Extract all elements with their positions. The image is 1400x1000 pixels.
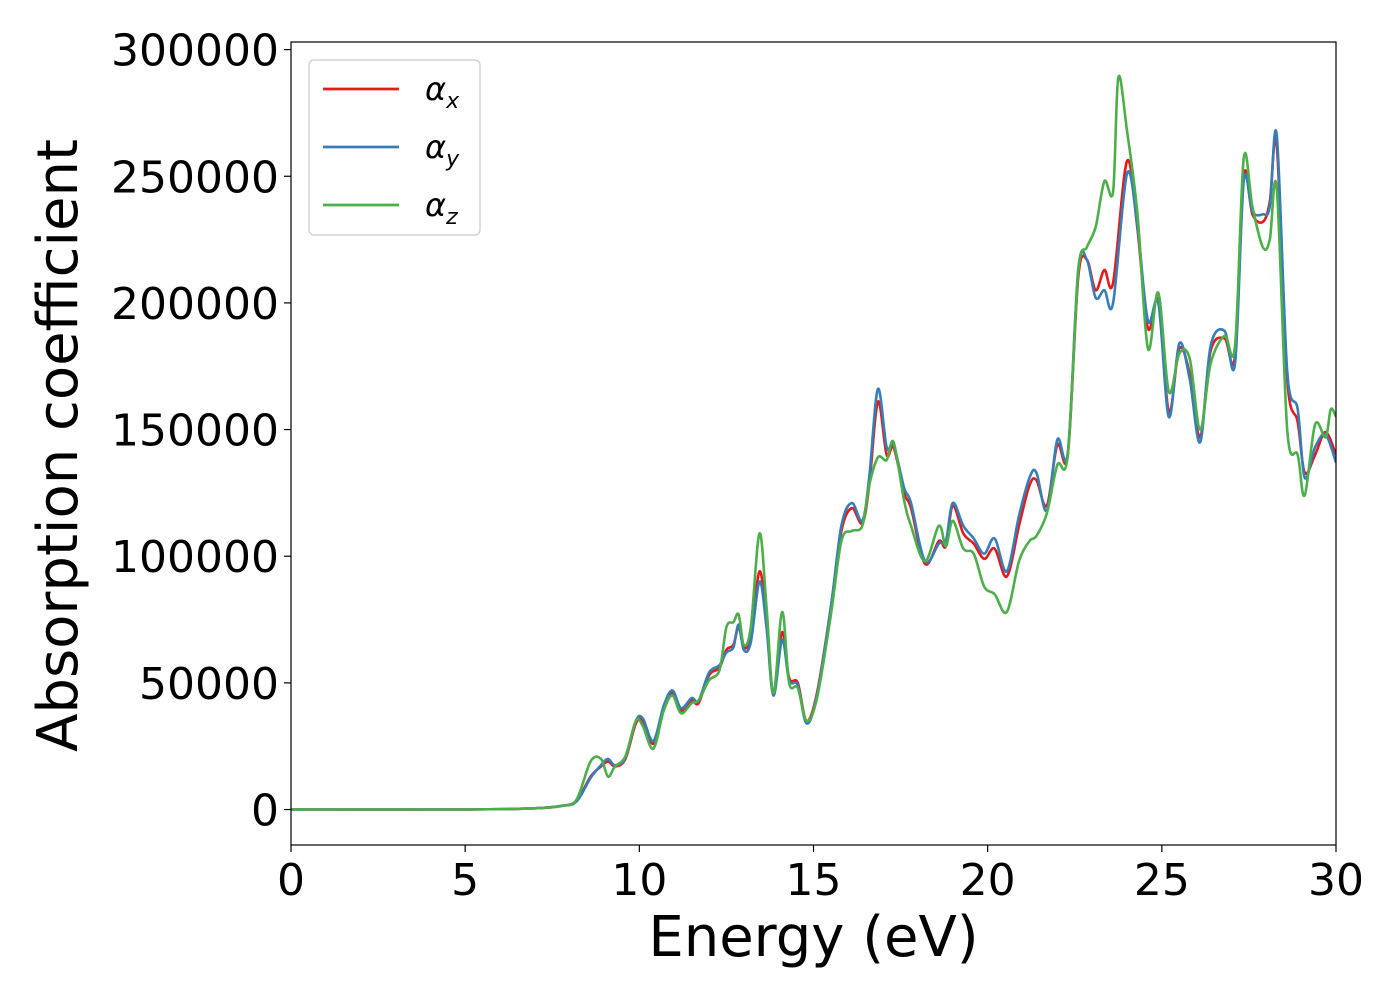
x-tick-label: 5 bbox=[451, 855, 479, 906]
x-tick-label: 20 bbox=[960, 855, 1016, 906]
y-axis-title: Absorption coefficient bbox=[26, 139, 91, 752]
x-tick-label: 30 bbox=[1308, 855, 1364, 906]
series-line-z bbox=[291, 74, 1336, 811]
legend: αx αy αz bbox=[308, 59, 481, 236]
legend-label-y: αy bbox=[425, 128, 460, 172]
y-tick-label: 0 bbox=[251, 786, 279, 837]
y-tick-label: 100000 bbox=[111, 532, 279, 583]
y-tick-label: 200000 bbox=[111, 279, 279, 330]
legend-label-z: αz bbox=[425, 186, 458, 230]
y-tick-label: 250000 bbox=[111, 152, 279, 203]
y-tick-label: 50000 bbox=[139, 659, 279, 710]
x-tick-label: 15 bbox=[786, 855, 842, 906]
y-tick-label: 300000 bbox=[111, 26, 279, 77]
series-layer bbox=[291, 74, 1336, 811]
series-line-y bbox=[291, 129, 1336, 811]
y-tick-label: 150000 bbox=[111, 406, 279, 457]
legend-label-x: αx bbox=[425, 70, 460, 114]
x-tick-label: 10 bbox=[611, 855, 667, 906]
x-axis-title: Energy (eV) bbox=[648, 905, 978, 970]
x-axis-ticks: 0 5 10 15 20 25 30 bbox=[277, 845, 1364, 906]
y-axis-ticks: 0 50000 100000 150000 200000 250000 300000 bbox=[111, 26, 291, 837]
x-tick-label: 0 bbox=[277, 855, 305, 906]
x-tick-label: 25 bbox=[1134, 855, 1190, 906]
